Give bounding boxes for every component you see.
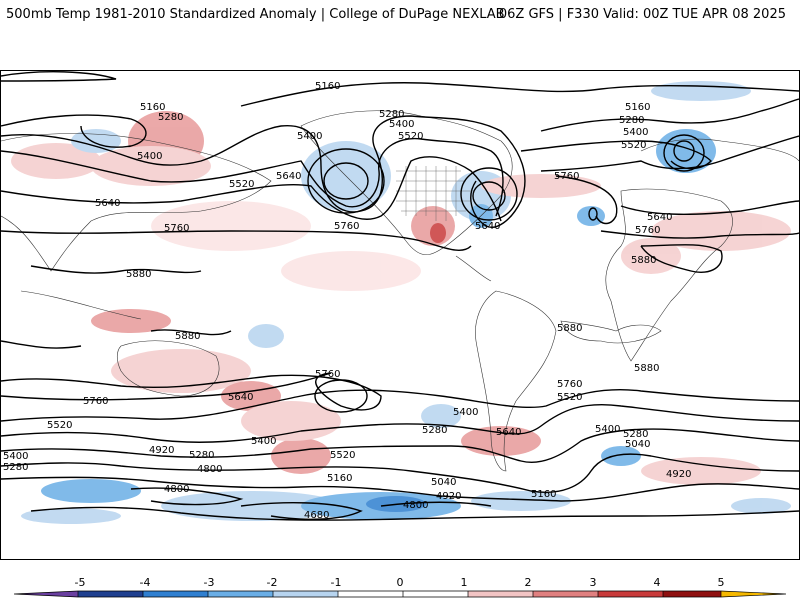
contour-label: 5400 <box>595 424 620 435</box>
contour-label: 5640 <box>228 392 253 403</box>
contour-label: 5520 <box>330 450 355 461</box>
contour-label: 4800 <box>197 464 222 475</box>
contour-label: 5400 <box>3 451 28 462</box>
colorbar-tick-label: -5 <box>74 576 86 589</box>
contour-label: 5760 <box>554 171 579 182</box>
colorbar-segment <box>338 591 403 597</box>
contour-label: 5160 <box>327 473 352 484</box>
contour-label: 5880 <box>126 269 151 280</box>
colorbar-segment <box>403 591 468 597</box>
contour-label: 5520 <box>621 140 646 151</box>
colorbar-segment <box>143 591 208 597</box>
contour-label: 5880 <box>175 331 200 342</box>
contour-label: 5520 <box>229 179 254 190</box>
contour-label: 5640 <box>95 198 120 209</box>
contour-label: 5040 <box>431 477 456 488</box>
colorbar-tick-label: -1 <box>330 576 342 589</box>
contour-label: 4920 <box>149 445 174 456</box>
contour-label: 5400 <box>623 127 648 138</box>
contour-label: 5400 <box>453 407 478 418</box>
contour-label: 5400 <box>389 119 414 130</box>
map-header: 500mb Temp 1981-2010 Standardized Anomal… <box>0 0 800 28</box>
contour-label: 5880 <box>557 323 582 334</box>
contour-label: 5400 <box>137 151 162 162</box>
colorbar <box>14 590 786 598</box>
colorbar-tick-label: 2 <box>524 576 532 589</box>
contour-label: 5640 <box>276 171 301 182</box>
contour-label: 4920 <box>436 491 461 502</box>
contour-label: 5640 <box>475 221 500 232</box>
contour-label: 5280 <box>379 109 404 120</box>
contour-label: 5280 <box>619 115 644 126</box>
contour-label: 5160 <box>531 489 556 500</box>
map-panel: 5160 5160 5280 5400 5280 5400 5520 5400 … <box>0 70 800 560</box>
colorbar-tick-label: 4 <box>653 576 661 589</box>
contour-label: 5760 <box>334 221 359 232</box>
us-state-lines <box>396 166 471 221</box>
contour-label: 4800 <box>403 500 428 511</box>
contour-label: 5160 <box>140 102 165 113</box>
map-title: 500mb Temp 1981-2010 Standardized Anomal… <box>6 7 505 22</box>
contour-label: 5760 <box>635 225 660 236</box>
contour-label: 5280 <box>158 112 183 123</box>
contour-label: 5160 <box>315 81 340 92</box>
contour-label: 5040 <box>625 439 650 450</box>
contour-label: 5160 <box>625 102 650 113</box>
contour-label: 5280 <box>623 429 648 440</box>
colorbar-tick-label: 0 <box>396 576 404 589</box>
height-contours <box>1 71 799 521</box>
contour-label-group: 5160 5160 5280 5400 5280 5400 5520 5400 … <box>3 81 691 521</box>
contour-label: 5880 <box>631 255 656 266</box>
contour-label: 5280 <box>422 425 447 436</box>
contour-label: 5400 <box>297 131 322 142</box>
colorbar-max-arrow <box>721 591 786 597</box>
colorbar-segment <box>78 591 143 597</box>
contour-label: 5640 <box>647 212 672 223</box>
colorbar-min-arrow <box>14 591 78 597</box>
contour-label: 5400 <box>251 436 276 447</box>
colorbar-tick-label: -3 <box>203 576 215 589</box>
contour-label: 5640 <box>496 427 521 438</box>
coastlines <box>1 110 799 472</box>
contour-label: 4800 <box>164 484 189 495</box>
colorbar-segment <box>273 591 338 597</box>
contour-label: 5760 <box>83 396 108 407</box>
contour-label: 5880 <box>634 363 659 374</box>
colorbar-segment <box>598 591 663 597</box>
colorbar-tick-label: 5 <box>717 576 725 589</box>
colorbar-segment <box>208 591 273 597</box>
colorbar-tick-label: -2 <box>266 576 278 589</box>
contour-label: 5760 <box>315 369 340 380</box>
colorbar-segment <box>663 591 721 597</box>
model-run-info: 06Z GFS | F330 Valid: 00Z TUE APR 08 202… <box>498 7 786 22</box>
closed-contours <box>307 134 705 413</box>
contour-label: 5760 <box>164 223 189 234</box>
colorbar-tick-label: -4 <box>139 576 151 589</box>
contour-label: 5760 <box>557 379 582 390</box>
contour-label: 5520 <box>47 420 72 431</box>
contour-label: 4920 <box>666 469 691 480</box>
colorbar-segment <box>468 591 533 597</box>
contour-label: 5280 <box>3 462 28 473</box>
contour-label: 4680 <box>304 510 329 521</box>
contour-label: 5520 <box>398 131 423 142</box>
colorbar-tick-label: 3 <box>589 576 597 589</box>
colorbar-tick-label: 1 <box>460 576 468 589</box>
colorbar-segment <box>533 591 598 597</box>
contour-label: 5520 <box>557 392 582 403</box>
anomaly-map: 5160 5160 5280 5400 5280 5400 5520 5400 … <box>1 71 799 524</box>
contour-label: 5280 <box>189 450 214 461</box>
